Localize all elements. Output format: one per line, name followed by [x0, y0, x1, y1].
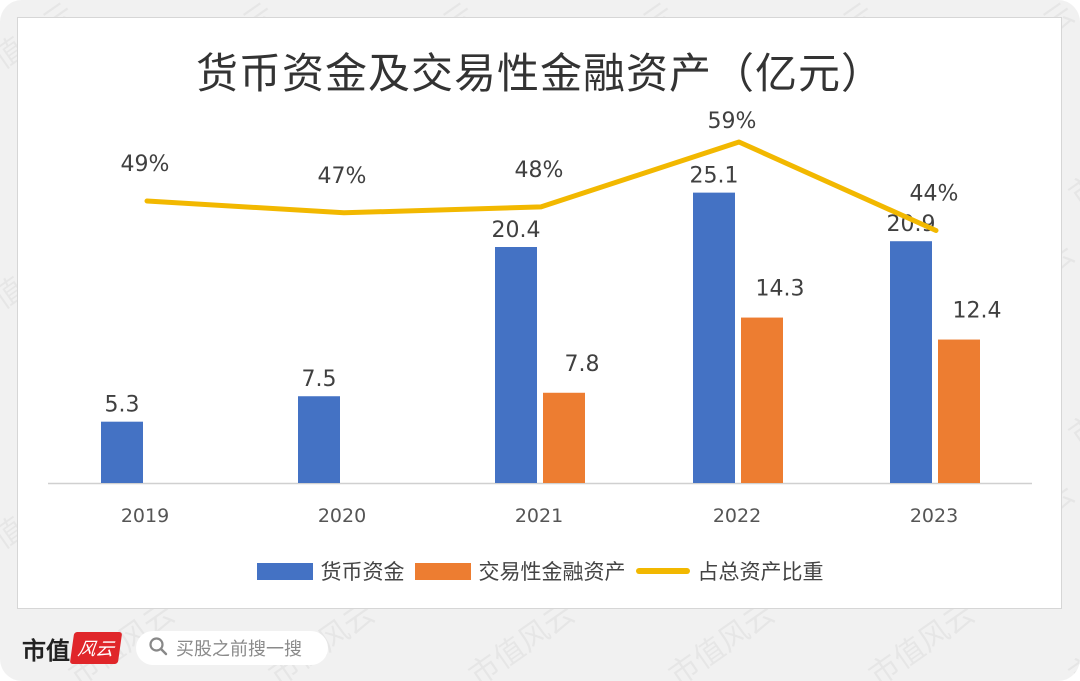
data-label-cash-2022: 25.1 — [690, 164, 739, 189]
bar-trading-2023 — [938, 339, 980, 483]
brand-logo[interactable]: 市值 风云 — [22, 631, 123, 666]
legend-item-trading: 交易性金融资产 — [414, 556, 626, 586]
legend-swatch-ratio — [635, 568, 690, 574]
chart-card — [17, 17, 1062, 609]
brand-text: 市值 — [22, 635, 70, 665]
data-label-trading-2023: 12.4 — [953, 299, 1002, 324]
data-label-ratio-2020: 47% — [318, 164, 367, 189]
legend-swatch-trading — [414, 562, 471, 580]
data-label-ratio-2019: 49% — [121, 152, 170, 177]
legend-swatch-cash — [256, 562, 313, 580]
bar-cash-2021 — [495, 247, 537, 483]
search-box[interactable]: 买股之前搜一搜 — [136, 631, 328, 665]
legend: 货币资金 交易性金融资产 占总资产比重 — [0, 556, 1080, 586]
x-tick-label-2022: 2022 — [713, 505, 761, 527]
x-tick-label-2021: 2021 — [515, 505, 563, 527]
bar-cash-2022 — [693, 192, 735, 484]
legend-item-ratio: 占总资产比重 — [635, 556, 824, 586]
search-icon — [148, 636, 168, 661]
chart-title: 货币资金及交易性金融资产（亿元） — [195, 49, 884, 98]
legend-label-ratio: 占总资产比重 — [697, 560, 824, 584]
data-label-cash-2020: 7.5 — [302, 367, 337, 392]
data-label-cash-2019: 5.3 — [105, 393, 140, 418]
ratio-line — [144, 139, 939, 233]
brand-badge: 风云 — [69, 632, 123, 664]
legend-item-cash: 货币资金 — [256, 556, 405, 586]
data-label-ratio-2022: 59% — [708, 109, 757, 134]
search-placeholder: 买股之前搜一搜 — [176, 639, 302, 660]
footer: 市值 风云 买股之前搜一搜 — [22, 628, 328, 668]
data-label-ratio-2023: 44% — [910, 182, 959, 207]
bar-trading-2021 — [543, 392, 585, 483]
bar-trading-2022 — [741, 317, 783, 483]
data-label-trading-2021: 7.8 — [565, 352, 600, 377]
bar-cash-2023 — [890, 241, 932, 483]
bar-cash-2019 — [101, 421, 143, 483]
legend-label-cash: 货币资金 — [320, 560, 405, 584]
x-tick-label-2020: 2020 — [318, 505, 366, 527]
x-tick-label-2019: 2019 — [121, 505, 169, 527]
legend-label-trading: 交易性金融资产 — [478, 560, 626, 584]
data-label-ratio-2021: 48% — [515, 158, 564, 183]
data-label-cash-2021: 20.4 — [492, 218, 541, 243]
x-tick-label-2023: 2023 — [910, 505, 958, 527]
bar-cash-2020 — [298, 396, 340, 483]
data-label-trading-2022: 14.3 — [756, 277, 805, 302]
